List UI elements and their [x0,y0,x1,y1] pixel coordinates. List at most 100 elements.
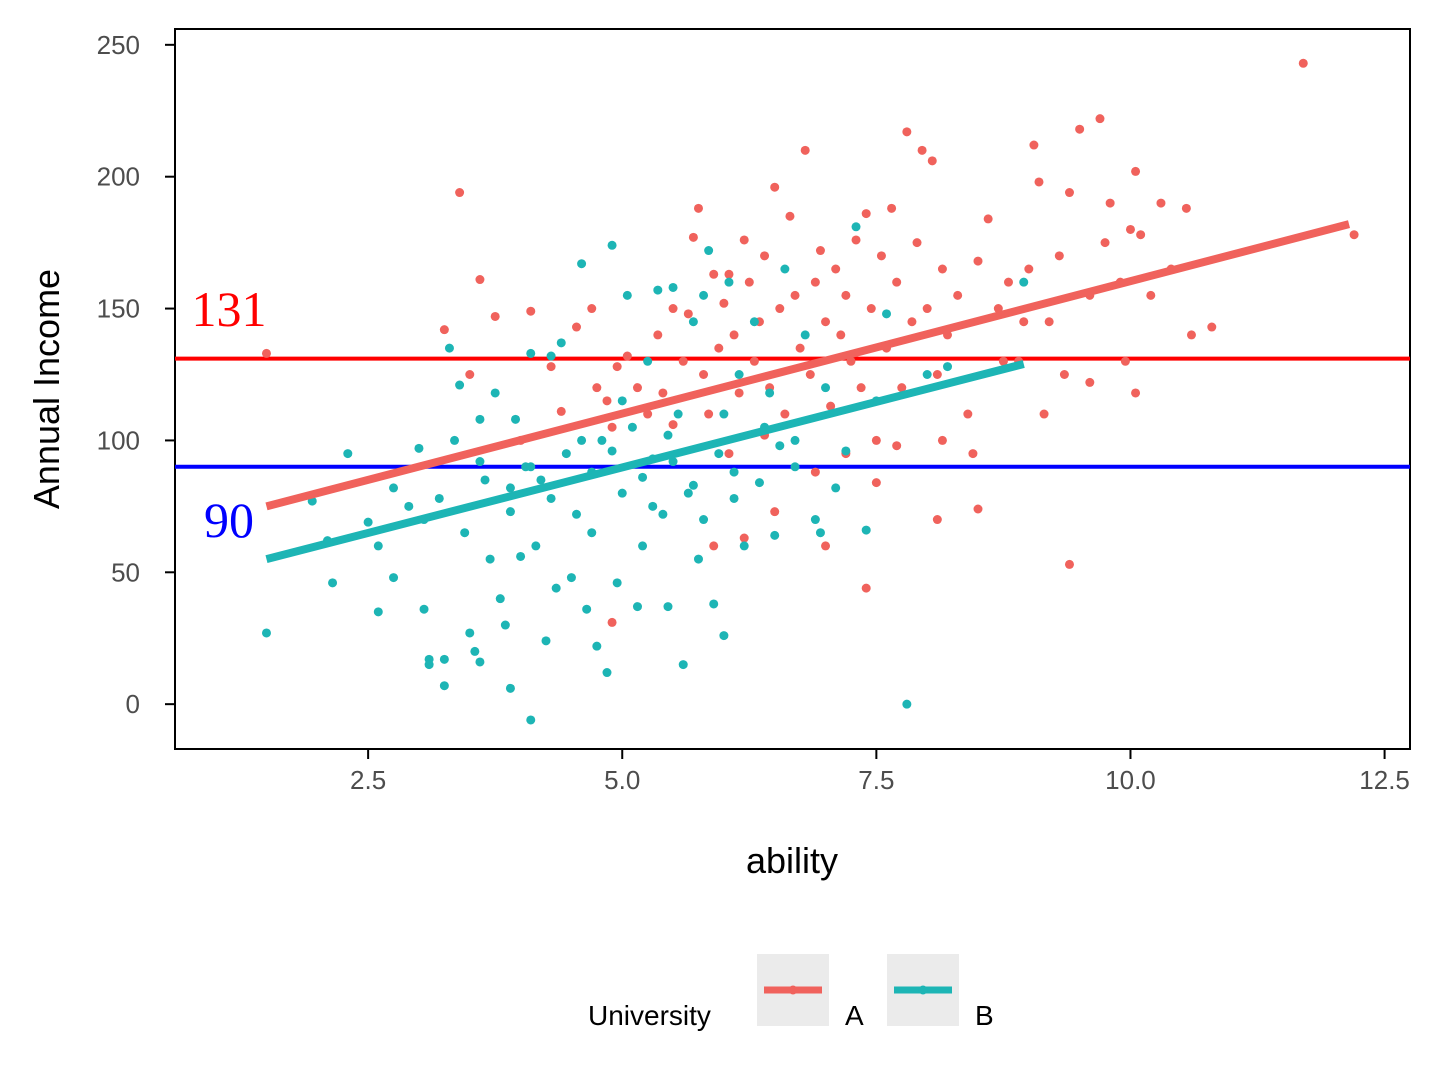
point-b [536,475,546,485]
point-b [363,517,373,527]
point-b [810,515,820,525]
point-b [617,396,627,406]
point-a [790,290,800,300]
point-b [526,715,536,725]
point-a [861,209,871,219]
point-a [927,156,937,166]
point-a [1024,264,1034,274]
point-a [607,422,617,432]
point-b [790,462,800,472]
point-b [780,264,790,274]
point-b [709,599,719,609]
point-a [1039,409,1049,419]
point-b [627,422,637,432]
point-a [1298,58,1308,68]
point-a [714,343,724,353]
point-b [734,369,744,379]
x-tick-label: 2.5 [350,765,386,795]
point-a [1054,251,1064,261]
point-b [541,636,551,646]
point-b [714,449,724,459]
point-b [404,501,414,511]
point-b [632,602,642,612]
fit-lines [265,220,1351,563]
point-b [587,528,597,538]
point-b [424,660,434,670]
point-b [704,246,714,256]
ref-line-label-90: 90 [204,492,254,548]
point-b [592,641,602,651]
point-b [607,446,617,456]
x-tick-label: 5.0 [604,765,640,795]
point-a [678,356,688,366]
point-a [688,232,698,242]
fit-line-a [265,220,1351,511]
point-a [821,317,831,327]
point-a [1034,177,1044,187]
legend: University A B [588,954,994,1031]
point-a [912,238,922,248]
point-a [749,356,759,366]
point-b [556,338,566,348]
point-b [673,409,683,419]
x-tick-label: 10.0 [1105,765,1156,795]
point-b [511,414,521,424]
point-b [821,383,831,393]
fit-line-b [265,360,1025,563]
plot-panel [174,28,1411,750]
point-a [1207,322,1217,332]
y-tick-label: 100 [97,425,140,455]
point-a [1064,559,1074,569]
point-b [719,409,729,419]
point-a [810,277,820,287]
point-b [455,380,465,390]
point-a [907,317,917,327]
point-b [607,240,617,250]
point-a [846,356,856,366]
point-b [729,467,739,477]
legend-title: University [588,1000,711,1031]
x-tick-label: 12.5 [1359,765,1410,795]
point-b [749,317,759,327]
point-b [439,654,449,664]
point-a [973,504,983,514]
point-b [572,509,582,519]
point-b [450,435,460,445]
point-a [261,348,271,358]
point-a [760,251,770,261]
point-a [1120,356,1130,366]
point-b [505,507,515,517]
point-a [856,383,866,393]
point-b [495,594,505,604]
point-a [1156,198,1166,208]
point-a [693,203,703,213]
point-b [373,607,383,617]
point-b [389,483,399,493]
point-b [444,343,454,353]
point-a [851,235,861,245]
point-b [526,462,536,472]
point-a [780,409,790,419]
point-b [566,573,576,583]
point-a [592,383,602,393]
point-b [643,356,653,366]
point-b [439,681,449,691]
point-b [505,483,515,493]
point-a [465,369,475,379]
point-a [1131,166,1141,176]
point-b [460,528,470,538]
point-a [775,304,785,314]
point-a [932,515,942,525]
point-a [795,343,805,353]
point-a [993,304,1003,314]
point-b [577,259,587,269]
point-a [871,478,881,488]
point-b [693,554,703,564]
point-b [561,449,571,459]
point-a [455,188,465,198]
point-a [770,182,780,192]
point-a [876,251,886,261]
point-b [790,435,800,445]
y-tick-label: 50 [111,557,140,587]
point-b [551,583,561,593]
